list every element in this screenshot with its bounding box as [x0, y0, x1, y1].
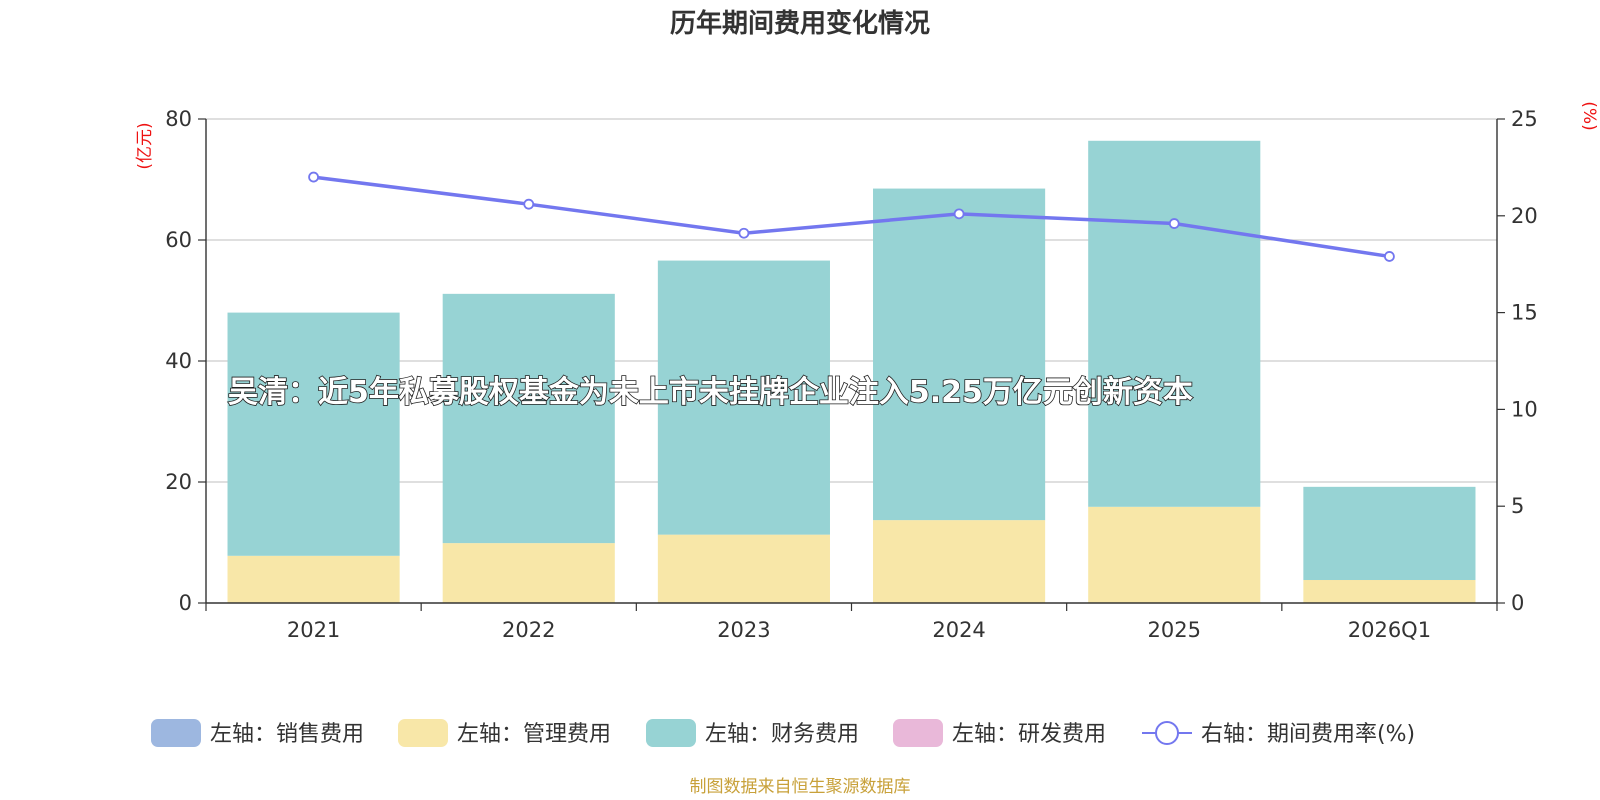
legend-swatch[interactable] — [151, 719, 201, 747]
line-point — [738, 227, 750, 239]
bar-series — [227, 140, 1476, 603]
line-point — [523, 198, 535, 210]
legend-label[interactable]: 右轴：期间费用率(%) — [1201, 722, 1415, 747]
legend-marker-swatch[interactable] — [1155, 721, 1179, 745]
line-point — [308, 171, 319, 183]
left-tick-label: 20 — [165, 470, 192, 494]
line-point — [1384, 251, 1395, 262]
bar-segment — [873, 188, 1046, 521]
bar-segment — [657, 260, 830, 535]
right-tick-label: 5 — [1511, 494, 1524, 518]
bar-segment — [227, 312, 400, 556]
legend-label[interactable]: 左轴：研发费用 — [952, 722, 1106, 747]
line-series — [308, 171, 1395, 262]
left-tick-label: 0 — [179, 591, 192, 615]
line-point — [953, 208, 965, 220]
bar-segment — [227, 555, 400, 603]
right-tick-label: 25 — [1511, 107, 1538, 131]
right-tick-label: 10 — [1511, 397, 1538, 421]
x-tick-label: 2023 — [717, 618, 770, 642]
axes — [198, 118, 1505, 611]
chart-title: 历年期间费用变化情况 — [670, 8, 930, 39]
headline-overlay: 吴清：近5年私募股权基金为未上市未挂牌企业注入5.25万亿元创新资本 — [228, 375, 1193, 410]
left-tick-label: 80 — [165, 107, 192, 131]
bar-segment — [442, 543, 615, 603]
legend-swatch[interactable] — [398, 719, 448, 747]
legend[interactable]: 左轴：销售费用 左轴：管理费用 左轴：财务费用 左轴：研发费用 右轴：期间费用率(%) — [151, 719, 1415, 747]
legend-swatch[interactable] — [893, 719, 943, 747]
x-tick-label: 2026Q1 — [1348, 618, 1431, 642]
x-tick-label: 2024 — [932, 618, 985, 642]
bar-segment — [1303, 486, 1476, 581]
line-path — [313, 175, 1390, 259]
right-tick-label: 15 — [1511, 301, 1538, 325]
legend-label[interactable]: 左轴：管理费用 — [457, 722, 611, 747]
bar-segment — [873, 520, 1046, 603]
right-axis-unit: (%) — [1579, 101, 1599, 130]
bar-segment — [442, 293, 615, 544]
line-point — [1168, 218, 1180, 229]
right-tick-label: 0 — [1511, 591, 1524, 615]
x-tick-label: 2022 — [502, 618, 555, 642]
legend-label[interactable]: 左轴：财务费用 — [705, 722, 859, 747]
bar-segment — [1303, 580, 1476, 603]
left-axis-unit: (亿元) — [135, 122, 155, 169]
bar-segment — [1088, 140, 1261, 507]
bar-segment — [1088, 506, 1261, 603]
bar-segment — [657, 534, 830, 603]
legend-label[interactable]: 左轴：销售费用 — [210, 722, 364, 747]
source-note: 制图数据来自恒生聚源数据库 — [690, 777, 911, 797]
x-tick-label: 2021 — [287, 618, 340, 642]
right-tick-label: 20 — [1511, 204, 1538, 228]
x-tick-label: 2025 — [1148, 618, 1201, 642]
grid-lines — [206, 118, 1497, 483]
left-tick-label: 60 — [165, 228, 192, 252]
left-tick-label: 40 — [165, 349, 192, 373]
legend-swatch[interactable] — [646, 719, 696, 747]
